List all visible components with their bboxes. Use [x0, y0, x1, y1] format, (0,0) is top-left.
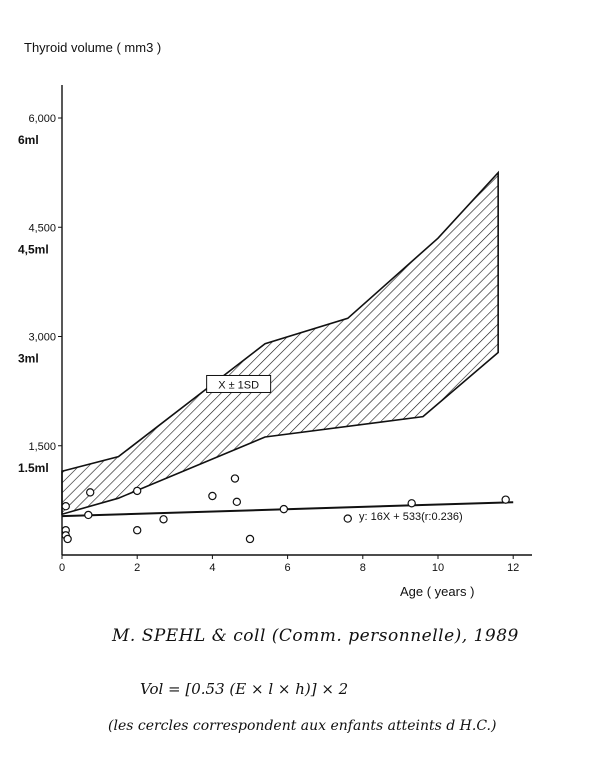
volume-formula: Vol = [0.53 (E × l × h)] × 2 [140, 680, 349, 698]
source-credit: M. SPEHL & coll (Comm. personnelle), 198… [112, 626, 519, 646]
sd-band [61, 170, 499, 516]
x-tick-label: 8 [360, 562, 366, 574]
data-point [61, 502, 70, 511]
y-tick-label: 3,000 [28, 332, 56, 344]
x-tick-label: 0 [59, 562, 65, 574]
x-tick-label: 2 [134, 562, 140, 574]
data-point [63, 534, 72, 544]
y-axis-title: Thyroid volume ( mm3 ) [24, 40, 161, 55]
data-point [132, 526, 142, 535]
data-point [407, 499, 416, 508]
data-point [132, 486, 142, 496]
x-tick-label: 10 [432, 562, 444, 574]
data-point [230, 474, 240, 483]
x-tick-label: 4 [209, 562, 215, 574]
sd-band-label: X ± 1SD [218, 379, 259, 391]
y-tick-label: 1,500 [28, 441, 56, 453]
data-point [159, 515, 168, 524]
data-point [232, 497, 242, 507]
chart-canvas: Thyroid volume ( mm3 ) Age ( years ) 0 2 4… [18, 40, 532, 599]
sd-band-label-box [206, 374, 272, 393]
data-point [85, 488, 95, 497]
data-point [245, 534, 255, 544]
data-point [343, 514, 352, 523]
data-point [501, 495, 510, 504]
y-tick-alt-label: 3ml [18, 352, 39, 366]
data-point [208, 491, 217, 501]
y-tick-alt-label: 6ml [18, 133, 39, 147]
x-axis-title: Age ( years ) [400, 584, 474, 599]
y-tick-alt-label: 1.5ml [18, 461, 49, 475]
data-point [84, 510, 93, 520]
x-tick-label: 6 [285, 562, 291, 574]
circles-footnote: (les cercles correspondent aux enfants a… [108, 718, 497, 734]
y-tick-alt-label: 4,5ml [18, 242, 49, 256]
data-point [279, 504, 289, 514]
y-tick-label: 4,500 [28, 222, 56, 234]
y-tick-label: 6,000 [28, 113, 56, 125]
regression-label: y: 16X + 533(r:0.236) [359, 511, 463, 523]
x-tick-label: 12 [507, 562, 519, 574]
thyroid-volume-chart: Thyroid volume ( mm3 ) Age ( years ) 0 2 4… [18, 40, 532, 599]
